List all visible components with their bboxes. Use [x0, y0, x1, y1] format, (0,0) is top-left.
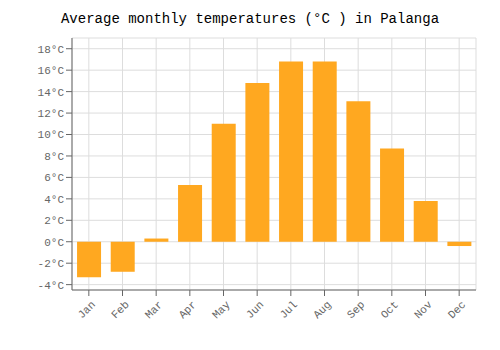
svg-text:18°C: 18°C	[38, 44, 65, 56]
svg-text:16°C: 16°C	[38, 65, 65, 77]
svg-text:-4°C: -4°C	[38, 280, 65, 292]
svg-text:Sep: Sep	[345, 299, 367, 321]
svg-text:Jan: Jan	[76, 299, 98, 321]
svg-text:Aug: Aug	[311, 299, 333, 321]
svg-text:8°C: 8°C	[44, 151, 64, 163]
svg-text:Jun: Jun	[244, 299, 266, 321]
svg-text:Apr: Apr	[177, 299, 199, 321]
svg-text:Feb: Feb	[109, 299, 131, 321]
svg-text:12°C: 12°C	[38, 108, 65, 120]
html-text:Average monthly temperatures (: Average monthly temperatures (°C ) in Pa…	[61, 11, 439, 27]
svg-text:Mar: Mar	[143, 299, 165, 321]
svg-text:10°C: 10°C	[38, 129, 65, 141]
svg-text:6°C: 6°C	[44, 172, 64, 184]
svg-text:2°C: 2°C	[44, 215, 64, 227]
svg-text:-2°C: -2°C	[38, 258, 65, 270]
svg-text:Dec: Dec	[446, 299, 468, 321]
svg-text:Oct: Oct	[379, 299, 401, 321]
svg-text:Jul: Jul	[278, 299, 300, 321]
svg-text:0°C: 0°C	[44, 237, 64, 249]
svg-text:4°C: 4°C	[44, 194, 64, 206]
svg-text:14°C: 14°C	[38, 87, 65, 99]
svg-text:Nov: Nov	[412, 298, 435, 321]
svg-text:May: May	[210, 298, 233, 321]
